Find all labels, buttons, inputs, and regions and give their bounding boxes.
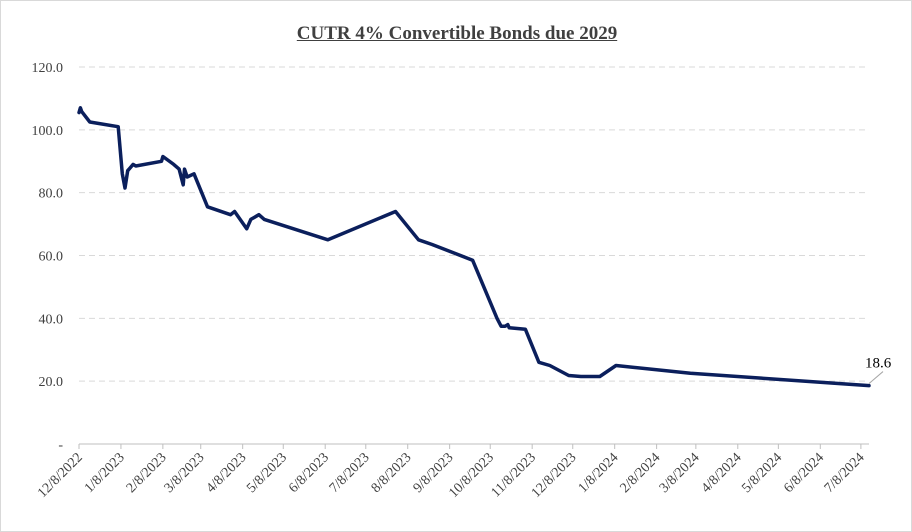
- x-tick-label: 3/8/2024: [657, 450, 703, 496]
- x-tick-label: 12/8/2022: [35, 450, 86, 501]
- data-label-leader: [868, 371, 884, 384]
- y-tick-label: 60.0: [39, 250, 64, 265]
- y-tick-label: -: [58, 438, 63, 453]
- x-tick-label: 5/8/2024: [739, 450, 785, 496]
- x-tick-label: 5/8/2023: [244, 450, 290, 496]
- x-tick-label: 2/8/2024: [618, 450, 664, 496]
- series-line: [77, 106, 871, 388]
- chart-title: CUTR 4% Convertible Bonds due 2029: [296, 23, 618, 44]
- x-tick-label: 10/8/2023: [446, 450, 497, 501]
- x-tick-label: 3/8/2023: [162, 450, 208, 496]
- x-tick-label: 1/8/2024: [576, 450, 622, 496]
- y-tick-label: 40.0: [39, 312, 64, 327]
- x-tick-label: 2/8/2023: [124, 450, 170, 496]
- x-tick-label: 12/8/2023: [529, 450, 580, 501]
- x-tick-label: 1/8/2023: [82, 450, 128, 496]
- x-tick-label: 7/8/2023: [327, 450, 373, 496]
- y-tick-label: 100.0: [32, 124, 64, 139]
- x-tick-label: 4/8/2024: [699, 450, 745, 496]
- y-tick-label: 20.0: [39, 375, 64, 390]
- y-tick-label: 120.0: [32, 61, 64, 76]
- x-tick-label: 6/8/2023: [286, 450, 332, 496]
- x-tick-label: 7/8/2024: [822, 450, 868, 496]
- y-tick-label: 80.0: [39, 187, 64, 202]
- x-tick-label: 8/8/2023: [369, 450, 415, 496]
- data-label: 18.6: [865, 356, 892, 372]
- x-tick-label: 4/8/2023: [204, 450, 250, 496]
- x-tick-label: 6/8/2024: [781, 450, 827, 496]
